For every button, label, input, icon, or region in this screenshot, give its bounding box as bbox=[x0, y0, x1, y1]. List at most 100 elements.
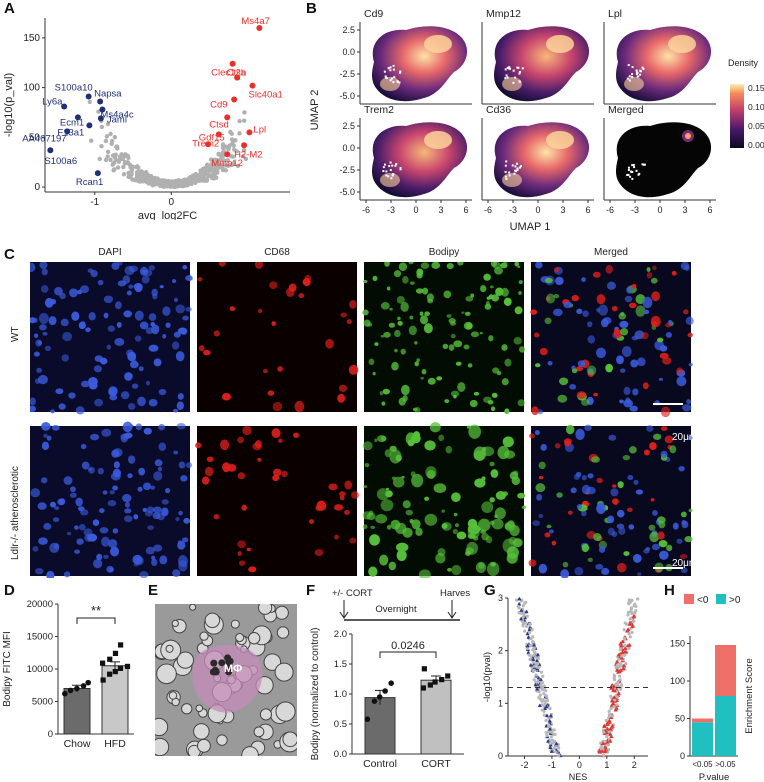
pathway-point bbox=[541, 674, 545, 678]
micro-signal bbox=[409, 315, 414, 320]
micro-signal bbox=[147, 525, 155, 530]
speckle bbox=[387, 175, 390, 178]
micro-signal bbox=[37, 502, 47, 510]
speckle bbox=[518, 166, 521, 169]
micro-signal bbox=[409, 519, 414, 524]
background-point bbox=[243, 156, 249, 162]
pathway-point bbox=[523, 601, 527, 605]
speckle bbox=[392, 81, 395, 84]
micro-signal bbox=[176, 401, 184, 410]
lipid-droplet bbox=[257, 604, 273, 615]
pathway-point bbox=[627, 601, 631, 605]
micro-signal bbox=[587, 557, 593, 562]
micro-signal bbox=[363, 319, 371, 327]
y-tick-label: 1.5 bbox=[334, 659, 347, 670]
background-point bbox=[88, 138, 94, 143]
micro-signal bbox=[391, 361, 399, 371]
micro-signal bbox=[111, 262, 120, 270]
micro-tile bbox=[197, 262, 359, 413]
background-point bbox=[112, 167, 117, 172]
micro-signal bbox=[596, 307, 601, 313]
micro-signal bbox=[142, 507, 148, 512]
micro-signal bbox=[626, 286, 633, 294]
micro-signal bbox=[616, 355, 624, 365]
pathway-point bbox=[636, 597, 640, 601]
bar-positive bbox=[692, 722, 713, 756]
data-point bbox=[388, 680, 394, 686]
pathway-point bbox=[545, 733, 549, 738]
data-point bbox=[74, 685, 80, 692]
micro-signal bbox=[402, 500, 411, 509]
gene-point bbox=[224, 151, 231, 158]
micro-signal bbox=[584, 424, 592, 431]
micro-signal bbox=[504, 408, 510, 415]
y-tick-label: 20000 bbox=[27, 599, 53, 610]
micro-signal bbox=[340, 312, 347, 318]
pathway-point bbox=[601, 730, 606, 734]
micro-signal bbox=[38, 537, 48, 545]
micro-signal bbox=[182, 537, 189, 543]
up-pathway-marker bbox=[621, 663, 627, 668]
umap-plot: Mmp12 bbox=[481, 8, 594, 105]
micro-signal bbox=[351, 491, 360, 499]
background-point bbox=[103, 157, 109, 163]
micro-signal bbox=[271, 321, 276, 327]
micro-signal bbox=[94, 398, 104, 407]
micro-signal bbox=[69, 288, 78, 298]
row-label-ldlr: Ldlr-/- atherosclerotic bbox=[10, 466, 21, 560]
micro-signal bbox=[107, 325, 116, 332]
pathway-point bbox=[628, 635, 632, 639]
micro-signal bbox=[368, 566, 378, 577]
category-label: >0.05 bbox=[715, 760, 736, 769]
micro-signal bbox=[676, 376, 687, 387]
timeline-start-label: +/- CORT bbox=[332, 588, 373, 599]
background-point bbox=[105, 121, 111, 127]
micro-signal bbox=[35, 339, 42, 347]
micro-signal bbox=[375, 514, 388, 524]
micro-signal bbox=[173, 450, 179, 455]
micro-signal bbox=[517, 265, 521, 269]
micro-signal bbox=[135, 423, 143, 431]
micro-signal bbox=[271, 428, 281, 439]
pathway-point bbox=[537, 695, 541, 700]
micro-signal bbox=[587, 473, 594, 479]
lipid-droplet bbox=[193, 723, 210, 740]
pathway-point bbox=[557, 753, 561, 758]
y-tick-label: 0.0 bbox=[342, 47, 355, 57]
micro-signal bbox=[581, 398, 590, 406]
gene-label: Ms4a7 bbox=[241, 16, 270, 27]
speckle bbox=[508, 66, 511, 69]
microscopy-grid bbox=[30, 262, 694, 578]
micro-signal bbox=[328, 483, 338, 491]
micro-signal bbox=[619, 399, 624, 404]
micro-signal bbox=[30, 397, 36, 406]
micro-signal bbox=[309, 519, 314, 525]
pathway-point bbox=[626, 613, 630, 617]
y-tick-label: -2.5 bbox=[339, 165, 355, 175]
micro-signal bbox=[177, 541, 186, 550]
micro-signal bbox=[400, 301, 409, 312]
micro-signal bbox=[441, 509, 445, 513]
micro-signal bbox=[659, 345, 668, 352]
micro-signal bbox=[131, 383, 139, 389]
down-pathway-marker bbox=[546, 739, 551, 743]
micro-signal bbox=[540, 443, 547, 451]
micro-signal bbox=[99, 527, 109, 534]
speckle bbox=[505, 177, 508, 180]
micro-signal bbox=[106, 344, 112, 350]
pathway-point bbox=[536, 656, 541, 660]
micro-signal bbox=[486, 561, 500, 577]
micro-signal bbox=[124, 515, 133, 523]
micro-signal bbox=[237, 472, 246, 480]
speckle bbox=[630, 171, 633, 174]
micro-signal bbox=[576, 366, 583, 372]
background-point bbox=[112, 134, 118, 140]
micro-signal bbox=[477, 518, 491, 532]
micro-signal bbox=[570, 487, 577, 494]
micro-signal bbox=[679, 553, 688, 560]
micro-signal bbox=[535, 483, 546, 493]
micro-signal bbox=[660, 406, 671, 418]
pathway-point bbox=[633, 611, 637, 615]
micro-signal bbox=[628, 524, 635, 530]
down-pathway-marker bbox=[528, 663, 533, 667]
